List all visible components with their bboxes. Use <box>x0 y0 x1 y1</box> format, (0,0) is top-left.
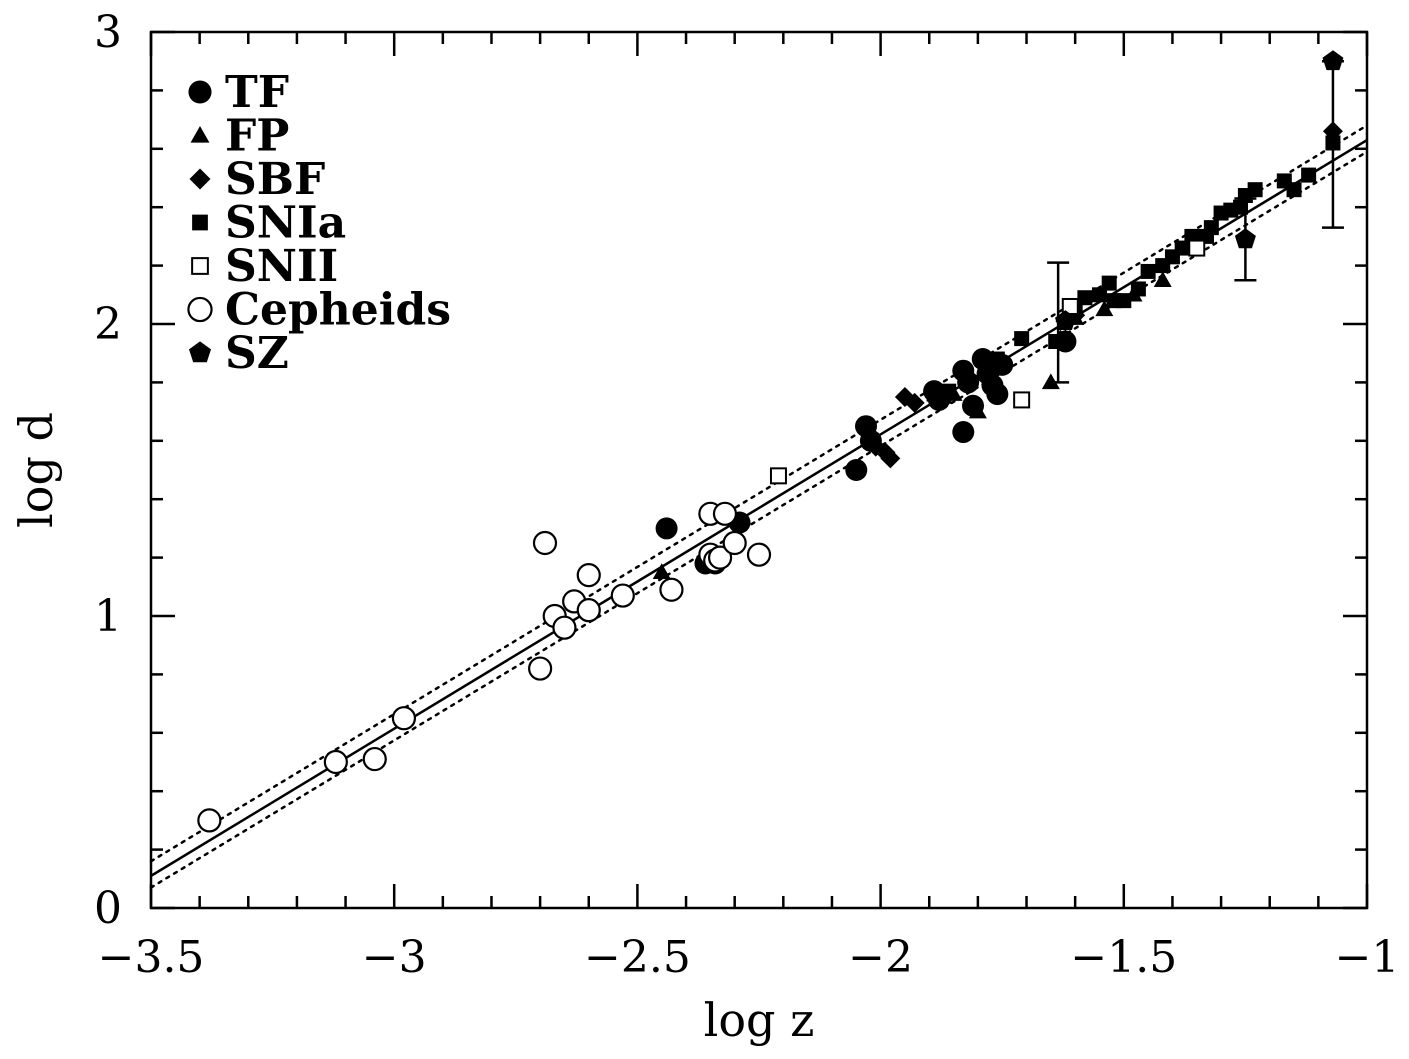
x-axis-title: log z <box>704 993 815 1047</box>
point-cepheids-7 <box>552 615 577 640</box>
point-tf-4 <box>845 459 868 481</box>
point-cepheids-2 <box>362 746 387 772</box>
point-snia-27 <box>1286 182 1302 198</box>
legend-label-sbf: SBF <box>225 154 325 205</box>
point-cepheids-11 <box>610 583 635 608</box>
y-tick-label-0: 0 <box>94 883 122 934</box>
point-fp-3 <box>968 402 987 419</box>
point-cepheids-16 <box>707 545 733 570</box>
point-sz-2 <box>1322 50 1344 71</box>
point-snia-16 <box>1174 240 1190 256</box>
legend-label-snia: SNIa <box>225 198 346 249</box>
legend-label-snii: SNII <box>225 241 338 292</box>
legend-marker-snii <box>191 257 209 275</box>
x-tick-label-2: −2.5 <box>584 932 691 983</box>
error-bars <box>1047 59 1344 384</box>
legend-marker-snia <box>192 214 208 231</box>
tick-labels: −3.5 −3 −2.5 −2 −1.5 −1 0 1 2 3 <box>94 7 1399 983</box>
point-snia-25 <box>1247 182 1263 198</box>
y-tick-label-3: 3 <box>94 7 122 58</box>
point-snia-29 <box>1325 135 1341 151</box>
legend-label-fp: FP <box>225 111 289 162</box>
point-cepheids-19 <box>746 542 772 567</box>
point-fp-7 <box>1095 300 1114 317</box>
point-cepheids-12 <box>659 577 684 602</box>
point-snia-13 <box>1140 263 1156 279</box>
axis-ticks <box>149 30 1369 910</box>
point-tf-10 <box>952 421 975 444</box>
point-snia-0 <box>926 386 942 402</box>
point-fp-9 <box>1153 271 1172 287</box>
point-cepheids-3 <box>391 706 417 731</box>
point-cepheids-4 <box>528 656 553 681</box>
point-snii-1 <box>1013 391 1031 409</box>
point-snia-5 <box>1048 334 1064 350</box>
point-snia-8 <box>1091 287 1107 303</box>
point-snii-3 <box>1188 239 1206 257</box>
y-axis-title: log d <box>9 412 63 528</box>
point-snia-20 <box>1203 220 1219 236</box>
point-snia-1 <box>941 383 957 399</box>
point-snia-12 <box>1130 281 1146 297</box>
data-points <box>197 50 1344 833</box>
point-sbf-4 <box>904 392 925 413</box>
legend-label-tf: TF <box>225 67 289 118</box>
point-snia-9 <box>1101 275 1117 291</box>
legend-marker-fp <box>190 126 210 143</box>
point-fp-4 <box>1041 373 1060 390</box>
point-snia-3 <box>989 351 1005 367</box>
fit-line-dotted-1 <box>149 124 1369 863</box>
point-cepheids-10 <box>576 563 601 588</box>
point-snii-0 <box>769 467 787 485</box>
legend-marker-tf <box>188 80 212 104</box>
point-cepheids-1 <box>323 749 348 775</box>
point-cepheids-18 <box>722 530 747 556</box>
fit-line-dotted-2 <box>149 150 1369 889</box>
legend-marker-cepheids <box>187 296 213 323</box>
legend-label-sz: SZ <box>225 328 289 379</box>
point-sbf-2 <box>880 448 901 469</box>
legend-label-cepheids: Cepheids <box>225 285 451 336</box>
y-tick-label-2: 2 <box>94 299 122 350</box>
point-snia-4 <box>1014 331 1030 347</box>
x-tick-label-3: −2 <box>848 932 913 983</box>
x-tick-label-0: −3.5 <box>98 932 205 983</box>
point-tf-11 <box>957 371 980 394</box>
point-tf-16 <box>986 383 1009 406</box>
point-snia-11 <box>1116 293 1132 309</box>
point-cepheids-17 <box>712 501 738 526</box>
point-cepheids-0 <box>197 808 222 833</box>
point-sz-0 <box>1055 310 1076 330</box>
point-cepheids-9 <box>576 598 601 623</box>
point-tf-0 <box>655 517 678 540</box>
legend-marker-sbf <box>189 168 211 190</box>
legend-marker-sz <box>189 341 211 363</box>
x-tick-label-4: −1.5 <box>1070 932 1177 983</box>
point-cepheids-5 <box>532 530 558 556</box>
x-tick-label-1: −3 <box>362 932 427 983</box>
point-snia-7 <box>1077 290 1093 306</box>
x-tick-label-5: −1 <box>1335 932 1400 983</box>
y-tick-label-1: 1 <box>94 591 122 642</box>
point-fp-0 <box>652 563 671 579</box>
point-sz-1 <box>1234 228 1256 249</box>
plot-frame <box>149 30 1369 910</box>
point-snia-28 <box>1301 167 1317 183</box>
point-snia-23 <box>1233 199 1249 215</box>
